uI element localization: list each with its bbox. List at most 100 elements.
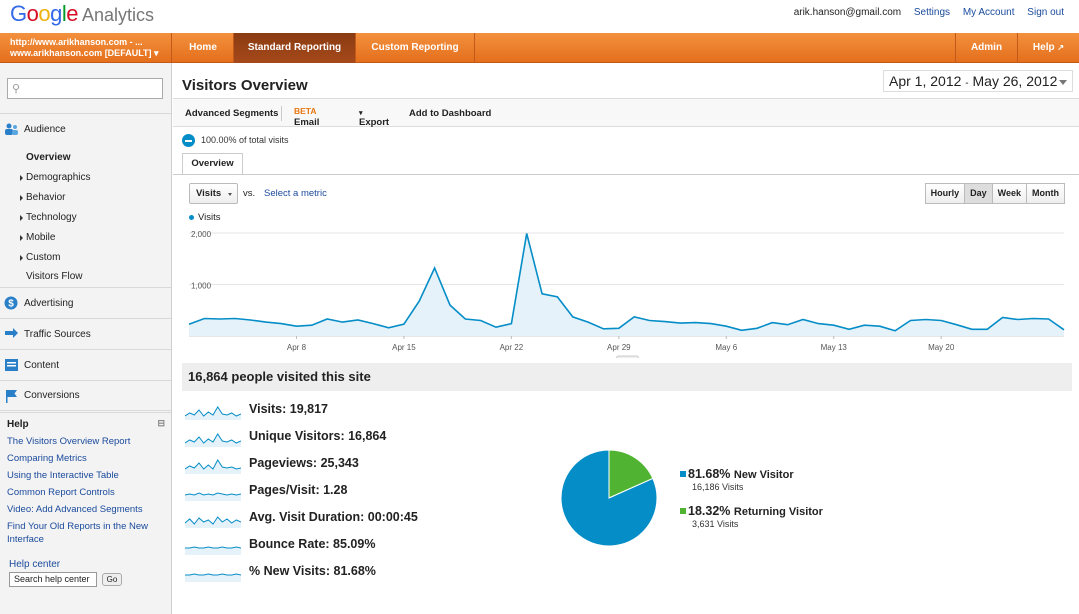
beta-badge: BETA [294, 106, 317, 116]
help-center-label[interactable]: Help center [9, 559, 61, 570]
expand-arrow-icon [20, 175, 23, 181]
sparkline [185, 492, 241, 501]
pie-slice-returning-visitor[interactable] [608, 449, 654, 499]
y-tick-label: 2,000 [191, 230, 212, 239]
help-link[interactable]: Find Your Old Reports in the New Interfa… [7, 521, 148, 545]
help-link[interactable]: Video: Add Advanced Segments [7, 504, 143, 515]
sidebar-section-advertising[interactable]: $ Advertising [0, 287, 171, 318]
legend-swatch [680, 471, 686, 477]
hourly-button[interactable]: Hourly [924, 183, 966, 204]
tab-home[interactable]: Home [173, 33, 234, 63]
account-selector[interactable]: http://www.arikhanson.com - ... www.arik… [0, 33, 172, 63]
my-account-link[interactable]: My Account [962, 7, 1015, 18]
sparkline-line [185, 433, 241, 444]
collapse-icon[interactable]: ⊟ [157, 418, 165, 428]
tab-standard-reporting[interactable]: Standard Reporting [234, 33, 356, 63]
sidebar-item-technology[interactable]: Technology [20, 212, 77, 223]
help-link[interactable]: The Visitors Overview Report [7, 436, 131, 447]
sparkline [185, 573, 241, 582]
expand-arrow-icon [20, 255, 23, 261]
sparkline [185, 433, 241, 447]
dollar-icon: $ [4, 296, 18, 310]
sidebar-section-conversions[interactable]: Conversions [0, 380, 171, 411]
sparkline [185, 516, 241, 528]
settings-link[interactable]: Settings [913, 7, 951, 18]
tab-custom-reporting[interactable]: Custom Reporting [356, 33, 475, 63]
sparkline-line [185, 492, 241, 496]
summary-header: 16,864 people visited this site [182, 363, 1072, 391]
report-toolbar: Advanced Segments Email BETA Export ▾ Ad… [173, 98, 1079, 128]
help-title-label: Help [7, 419, 29, 430]
metric-label: Unique Visitors: 16,864 [249, 429, 387, 443]
sidebar: ⚲ Audience Overview Demographics Behavio… [0, 63, 172, 614]
week-button[interactable]: Week [991, 183, 1027, 204]
help-link[interactable]: Common Report Controls [7, 487, 115, 498]
tab-help[interactable]: Help ↗ [1018, 33, 1079, 63]
visits-chart[interactable]: 2,000 1,000 Apr 8 Apr 15 Apr 22 Apr 29 May 6 Ma… [173, 223, 1079, 358]
sidebar-item-custom[interactable]: Custom [20, 252, 61, 263]
metric-label: % New Visits: 81.68% [249, 564, 376, 578]
help-link[interactable]: Using the Interactive Table [7, 470, 119, 481]
sparkline-area [185, 574, 241, 582]
select-metric-link[interactable]: Select a metric [264, 188, 327, 199]
sidebar-section-label: Conversions [24, 390, 80, 401]
google-analytics-logo[interactable]: Google Analytics [10, 1, 155, 26]
go-button[interactable]: Go [102, 573, 122, 586]
metric-label: Bounce Rate: 85.09% [249, 537, 376, 551]
help-link[interactable]: Comparing Metrics [7, 453, 87, 464]
toolbar-divider [281, 106, 282, 121]
date-end: May 26, 2012 [972, 73, 1058, 89]
sidebar-section-traffic-sources[interactable]: Traffic Sources [0, 318, 171, 349]
segment-icon[interactable] [182, 134, 195, 147]
tab-admin[interactable]: Admin [955, 33, 1018, 63]
export-label: Export [359, 117, 390, 128]
sparkline-line [185, 406, 241, 417]
pie-pct-value: 81.68% [688, 467, 731, 481]
help-label: Help [1032, 42, 1055, 53]
pie-slice-new-visitor[interactable] [560, 449, 658, 547]
visitor-type-pie[interactable] [559, 448, 659, 548]
sidebar-section-content[interactable]: Content [0, 349, 171, 380]
vs-label: vs. [243, 188, 256, 199]
audience-icon [5, 123, 18, 135]
sign-out-link[interactable]: Sign out [1027, 7, 1064, 18]
sidebar-search-input[interactable]: ⚲ [7, 78, 163, 99]
sidebar-item-overview[interactable]: Overview [26, 152, 71, 163]
x-tick-label: Apr 29 [607, 343, 631, 352]
sidebar-item-label: Demographics [26, 172, 91, 183]
sidebar-item-demographics[interactable]: Demographics [20, 172, 91, 183]
sparkline [185, 546, 241, 555]
month-button[interactable]: Month [1026, 183, 1065, 204]
granularity-toggle: Hourly Day Week Month [924, 183, 1065, 204]
tab-overview[interactable]: Overview [182, 153, 243, 175]
date-start: Apr 1, 2012 [889, 73, 962, 89]
sidebar-item-label: Custom [26, 252, 61, 263]
email-button[interactable]: Email BETA [294, 106, 319, 128]
content-icon [5, 359, 18, 371]
advanced-segments-button[interactable]: Advanced Segments [185, 108, 279, 119]
chart-handle[interactable] [616, 355, 639, 358]
sidebar-item-behavior[interactable]: Behavior [20, 192, 65, 203]
user-links: arik.hanson@gmail.com Settings My Accoun… [784, 7, 1064, 18]
main-content: Visitors Overview Apr 1, 2012 - May 26, … [173, 63, 1079, 614]
x-tick-label: May 6 [715, 343, 737, 352]
help-search-input[interactable]: Search help center [9, 572, 97, 587]
export-button[interactable]: Export ▾ [359, 108, 389, 128]
x-tick-label: Apr 8 [287, 343, 307, 352]
day-button[interactable]: Day [964, 183, 993, 204]
legend-dot [189, 214, 194, 220]
external-link-icon: ↗ [1057, 43, 1065, 52]
traffic-arrow-icon [5, 328, 18, 338]
metric-select[interactable]: Visits [189, 183, 238, 204]
sparkline-area [185, 547, 241, 555]
x-tick-label: May 13 [821, 343, 848, 352]
sidebar-item-visitors-flow[interactable]: Visitors Flow [26, 271, 83, 282]
sidebar-section-audience[interactable]: Audience [0, 113, 171, 145]
expand-arrow-icon [20, 215, 23, 221]
sparkline-area [185, 517, 241, 528]
sidebar-item-mobile[interactable]: Mobile [20, 232, 55, 243]
pie-slice-label: Returning Visitor [733, 506, 823, 518]
add-to-dashboard-button[interactable]: Add to Dashboard [409, 108, 492, 119]
date-separator: - [965, 78, 969, 89]
date-range-picker[interactable]: Apr 1, 2012 - May 26, 2012 [883, 70, 1073, 92]
